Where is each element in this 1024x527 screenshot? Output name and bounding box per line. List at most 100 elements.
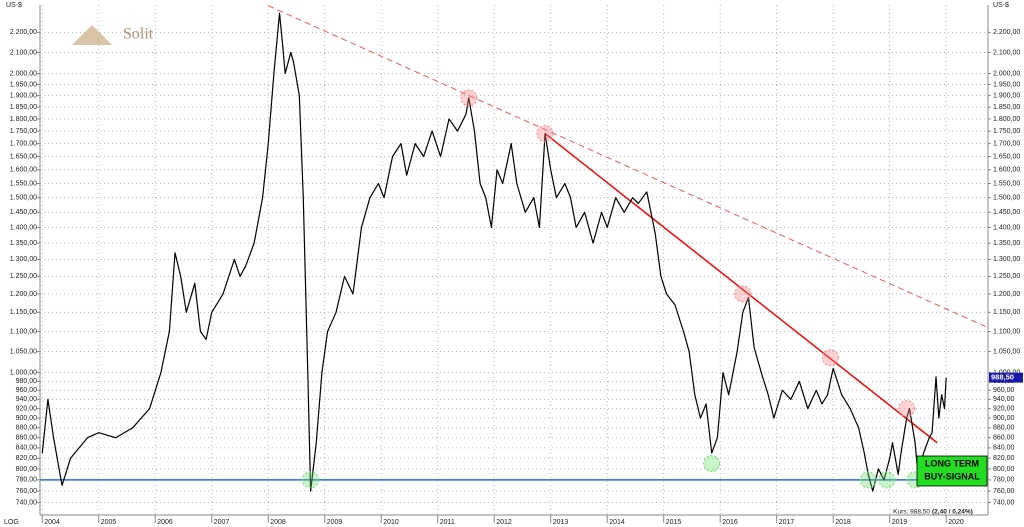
y-tick-label: 1.450,00 bbox=[993, 209, 1020, 216]
highlight-circle bbox=[898, 400, 916, 418]
y-tick-label: 1.200,00 bbox=[10, 291, 37, 298]
y-tick-label: 1.800,00 bbox=[993, 116, 1020, 123]
y-tick-label: 1.900,00 bbox=[10, 92, 37, 99]
y-unit-right: US-$ bbox=[993, 2, 1009, 9]
y-tick-label: 1.400,00 bbox=[10, 224, 37, 231]
y-tick-label: 1.350,00 bbox=[10, 240, 37, 247]
y-tick-label: 1.200,00 bbox=[993, 291, 1020, 298]
y-tick-label: 800,00 bbox=[993, 466, 1015, 473]
y-tick-label: 1.350,00 bbox=[993, 240, 1020, 247]
y-tick-label: 1.150,00 bbox=[993, 309, 1020, 316]
trend-line bbox=[268, 5, 989, 329]
y-tick-label: 1.800,00 bbox=[10, 116, 37, 123]
x-tick-label: 2009 bbox=[327, 519, 343, 526]
highlight-circle bbox=[821, 349, 839, 367]
y-tick-label: 1.550,00 bbox=[993, 180, 1020, 187]
y-tick-label: 980,00 bbox=[16, 378, 38, 385]
y-tick-label: 780,00 bbox=[16, 477, 38, 484]
y-tick-label: 1.950,00 bbox=[10, 81, 37, 88]
y-tick-label: 1.100,00 bbox=[10, 328, 37, 335]
y-tick-label: 1.000,00 bbox=[10, 369, 37, 376]
highlight-circle bbox=[734, 285, 752, 303]
y-tick-label: 840,00 bbox=[993, 445, 1015, 452]
x-tick-label: 2011 bbox=[440, 519, 455, 526]
y-tick-label: 760,00 bbox=[993, 488, 1015, 495]
y-tick-label: 1.550,00 bbox=[10, 180, 37, 187]
logo-text: Solit bbox=[123, 26, 154, 43]
x-tick-label: 2013 bbox=[553, 519, 569, 526]
price-line bbox=[41, 12, 947, 492]
highlight-circle bbox=[460, 89, 478, 107]
last-price-box bbox=[989, 372, 1023, 383]
x-tick-label: 2005 bbox=[101, 519, 117, 526]
y-tick-label: 1.750,00 bbox=[10, 128, 37, 135]
y-tick-label: 1.300,00 bbox=[993, 256, 1020, 263]
y-tick-label: 2.200,00 bbox=[10, 29, 37, 36]
x-tick-label: 2015 bbox=[666, 519, 682, 526]
y-tick-label: 1.450,00 bbox=[10, 209, 37, 216]
highlight-circle bbox=[302, 471, 320, 489]
y-tick-label: 2.200,00 bbox=[993, 29, 1020, 36]
annotation: LONG TERM bbox=[925, 458, 979, 468]
y-tick-label: 920,00 bbox=[993, 405, 1015, 412]
x-tick-label: 2012 bbox=[496, 519, 512, 526]
y-tick-label: 1.650,00 bbox=[993, 153, 1020, 160]
y-tick-label: 900,00 bbox=[16, 415, 38, 422]
y-tick-label: 860,00 bbox=[993, 435, 1015, 442]
y-tick-label: 940,00 bbox=[16, 396, 38, 403]
x-tick-label: 2010 bbox=[383, 519, 399, 526]
y-tick-label: 1.950,00 bbox=[993, 81, 1020, 88]
y-tick-label: 1.050,00 bbox=[10, 348, 37, 355]
y-tick-label: 900,00 bbox=[993, 415, 1015, 422]
y-tick-label: 880,00 bbox=[16, 425, 38, 432]
y-tick-label: 1.300,00 bbox=[10, 256, 37, 263]
y-tick-label: 2.100,00 bbox=[993, 49, 1020, 56]
y-tick-label: 820,00 bbox=[16, 455, 38, 462]
x-tick-label: 2008 bbox=[270, 519, 286, 526]
x-tick-label: 2004 bbox=[44, 519, 60, 526]
x-tick-label: 2007 bbox=[214, 519, 230, 526]
y-tick-label: 1.500,00 bbox=[993, 194, 1020, 201]
highlight-circle bbox=[536, 125, 554, 143]
y-tick-label: 1.850,00 bbox=[993, 104, 1020, 111]
y-tick-label: 740,00 bbox=[993, 499, 1015, 506]
x-tick-label: 2018 bbox=[835, 519, 851, 526]
x-tick-label: 2006 bbox=[157, 519, 173, 526]
y-tick-label: 2.100,00 bbox=[10, 49, 37, 56]
y-tick-label: 2.000,00 bbox=[993, 70, 1020, 77]
highlight-circle bbox=[878, 471, 896, 489]
y-tick-label: 780,00 bbox=[993, 477, 1015, 484]
y-unit: US-$ bbox=[6, 2, 22, 9]
y-tick-label: 1.600,00 bbox=[10, 167, 37, 174]
y-tick-label: 840,00 bbox=[16, 445, 38, 452]
y-tick-label: 1.900,00 bbox=[993, 92, 1020, 99]
y-tick-label: 960,00 bbox=[16, 387, 38, 394]
highlight-circle bbox=[703, 455, 721, 473]
highlight-circle bbox=[859, 471, 877, 489]
y-tick-label: 2.000,00 bbox=[10, 70, 37, 77]
logo-icon bbox=[72, 25, 112, 45]
y-tick-label: 880,00 bbox=[993, 425, 1015, 432]
y-tick-label: 740,00 bbox=[16, 499, 38, 506]
y-tick-label: 820,00 bbox=[993, 455, 1015, 462]
y-tick-label: 1.100,00 bbox=[993, 328, 1020, 335]
x-tick-label: 2016 bbox=[722, 519, 738, 526]
y-tick-label: 860,00 bbox=[16, 435, 38, 442]
y-tick-label: 1.600,00 bbox=[993, 167, 1020, 174]
annotation-box bbox=[916, 455, 988, 487]
y-tick-label: 1.700,00 bbox=[993, 140, 1020, 147]
footer-change: (2,40 / 0,24%) bbox=[932, 509, 973, 516]
y-tick-label: 960,00 bbox=[993, 387, 1015, 394]
y-tick-label: 1.700,00 bbox=[10, 140, 37, 147]
trend-line bbox=[544, 133, 938, 444]
grid bbox=[40, 5, 988, 515]
y-tick-label: 940,00 bbox=[993, 396, 1015, 403]
last-price-label: 988,50 bbox=[991, 373, 1014, 382]
y-tick-label: 1.500,00 bbox=[10, 194, 37, 201]
x-tick-label: 2014 bbox=[609, 519, 625, 526]
y-tick-label: 1.250,00 bbox=[993, 273, 1020, 280]
logo: Solit bbox=[72, 25, 154, 45]
y-tick-label: 1.850,00 bbox=[10, 104, 37, 111]
